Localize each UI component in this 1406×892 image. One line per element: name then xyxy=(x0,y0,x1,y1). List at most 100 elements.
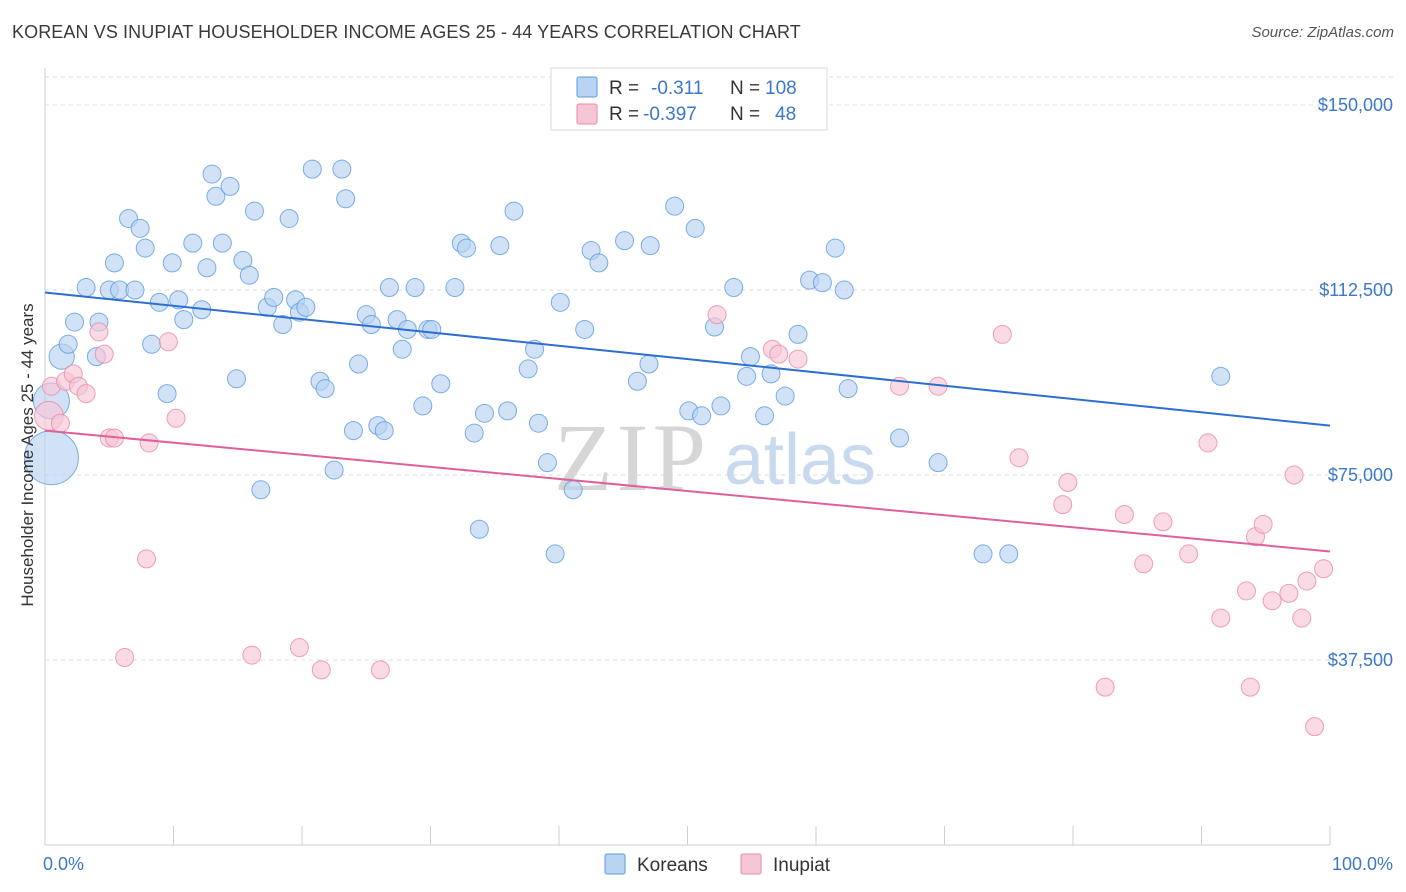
data-point xyxy=(279,208,299,228)
koreans-r-label: R = xyxy=(609,78,639,99)
data-point xyxy=(264,287,284,307)
data-point xyxy=(244,201,264,221)
data-point xyxy=(361,315,381,335)
data-point xyxy=(336,189,356,209)
data-point xyxy=(711,396,731,416)
data-point xyxy=(973,544,993,564)
y-axis-title: Householder Income Ages 25 - 44 years xyxy=(18,303,37,606)
grid-lines xyxy=(45,76,1395,661)
data-point xyxy=(928,453,948,473)
inupiat-n-value: 48 xyxy=(775,104,796,125)
data-point xyxy=(405,278,425,298)
data-point xyxy=(104,253,124,273)
data-point xyxy=(296,297,316,317)
x-tick-label: 100.0% xyxy=(1332,854,1393,874)
data-point xyxy=(1240,677,1260,697)
data-point xyxy=(139,433,159,453)
data-point xyxy=(1262,591,1282,611)
data-point xyxy=(374,421,394,441)
data-point xyxy=(490,236,510,256)
data-point xyxy=(1179,544,1199,564)
inupiat-swatch-icon xyxy=(576,103,598,125)
chart-title: KOREAN VS INUPIAT HOUSEHOLDER INCOME AGE… xyxy=(12,22,801,42)
data-point xyxy=(1198,433,1218,453)
data-point xyxy=(474,403,494,423)
data-point xyxy=(755,406,775,426)
y-tick-label: $150,000 xyxy=(1318,95,1393,115)
data-point xyxy=(76,278,96,298)
x-tick-labels: 0.0% 100.0% xyxy=(43,854,1393,874)
data-point xyxy=(469,519,489,539)
legend-inupiat-label: Inupiat xyxy=(773,855,831,876)
inupiat-r-label: R = xyxy=(609,104,639,125)
data-point xyxy=(740,347,760,367)
data-point xyxy=(239,265,259,285)
data-point xyxy=(174,310,194,330)
koreans-n-label: N = xyxy=(730,78,760,99)
data-point xyxy=(615,231,635,251)
data-point xyxy=(838,379,858,399)
series-legend: Koreans Inupiat xyxy=(604,853,831,876)
data-point xyxy=(775,386,795,406)
y-tick-label: $75,000 xyxy=(1328,465,1393,485)
data-point xyxy=(1211,608,1231,628)
data-point xyxy=(1134,554,1154,574)
data-point xyxy=(332,159,352,179)
data-point xyxy=(169,290,189,310)
data-point xyxy=(1114,504,1134,524)
data-point xyxy=(445,278,465,298)
data-point xyxy=(422,319,442,339)
data-point xyxy=(999,544,1019,564)
y-tick-labels: $37,500 $75,000 $112,500 $150,000 xyxy=(1318,95,1393,670)
data-point xyxy=(1058,472,1078,492)
data-point xyxy=(1305,717,1325,737)
data-point xyxy=(685,218,705,238)
data-point xyxy=(162,253,182,273)
koreans-swatch-icon xyxy=(576,76,598,98)
data-point xyxy=(311,660,331,680)
data-point xyxy=(324,460,344,480)
data-point xyxy=(251,480,271,500)
inupiat-points xyxy=(33,305,1334,737)
data-point xyxy=(289,638,309,658)
data-point xyxy=(76,384,96,404)
data-point xyxy=(226,369,246,389)
legend-koreans-label: Koreans xyxy=(637,855,708,876)
data-point xyxy=(665,196,685,216)
data-point xyxy=(315,379,335,399)
data-point xyxy=(302,159,322,179)
data-point xyxy=(1284,465,1304,485)
y-tick-label: $37,500 xyxy=(1328,650,1393,670)
inupiat-trend-line xyxy=(44,429,1331,553)
data-point xyxy=(370,660,390,680)
data-point xyxy=(431,374,451,394)
data-point xyxy=(65,312,85,332)
data-point xyxy=(413,396,433,416)
data-point xyxy=(639,354,659,374)
data-point xyxy=(1297,571,1317,591)
data-point xyxy=(545,544,565,564)
watermark: ZIP atlas xyxy=(554,404,876,511)
data-point xyxy=(50,413,70,433)
data-point xyxy=(206,186,226,206)
data-point xyxy=(692,406,712,426)
data-point xyxy=(812,273,832,293)
data-point xyxy=(379,278,399,298)
data-point xyxy=(125,280,145,300)
data-point xyxy=(149,292,169,312)
data-point xyxy=(197,258,217,278)
data-point xyxy=(1211,366,1231,386)
koreans-trend-line xyxy=(44,291,1331,427)
data-point xyxy=(589,253,609,273)
data-point xyxy=(525,339,545,359)
data-point xyxy=(58,334,78,354)
legend-koreans-icon xyxy=(604,853,626,875)
data-point xyxy=(528,413,548,433)
data-point xyxy=(769,344,789,364)
data-point xyxy=(1279,583,1299,603)
data-point xyxy=(183,233,203,253)
data-point xyxy=(834,280,854,300)
data-point xyxy=(142,334,162,354)
data-point xyxy=(707,305,727,325)
data-point xyxy=(1053,495,1073,515)
